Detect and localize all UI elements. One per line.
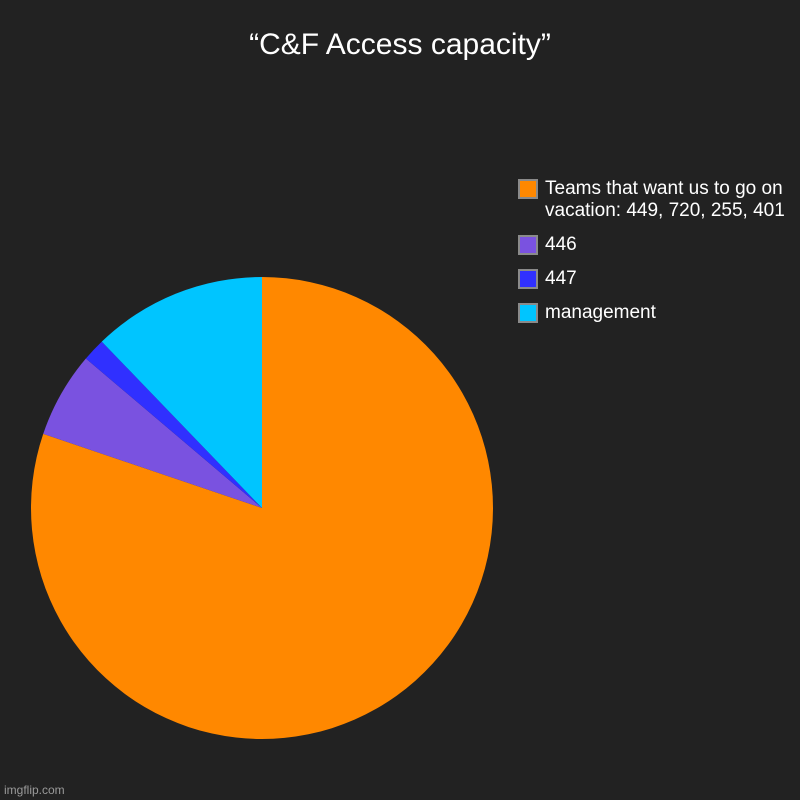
legend-item-446: 446 [518,234,788,256]
legend-label-446: 446 [545,234,577,255]
chart-title: “C&F Access capacity” [249,28,551,61]
legend-item-management: management [518,302,788,324]
legend-swatch-management [518,303,538,323]
legend-item-447: 447 [518,268,788,290]
pie-slices [30,277,493,740]
legend-swatch-teams-vacation [518,179,538,199]
pie-slice-446 [43,358,262,508]
legend-label-management: management [545,302,656,323]
legend-swatch-447 [518,269,538,289]
legend-label-447: 447 [545,268,577,289]
legend-item-teams-vacation: Teams that want us to go on vacation: 44… [518,178,788,222]
legend-swatch-446 [518,235,538,255]
pie-slice-teams-vacation [30,277,493,740]
watermark: imgflip.com [4,783,65,797]
legend: Teams that want us to go on vacation: 44… [518,178,788,336]
pie-slice-management [101,277,262,508]
pie-slice-447 [85,341,262,508]
legend-label-teams-vacation: Teams that want us to go on vacation: 44… [545,178,785,221]
